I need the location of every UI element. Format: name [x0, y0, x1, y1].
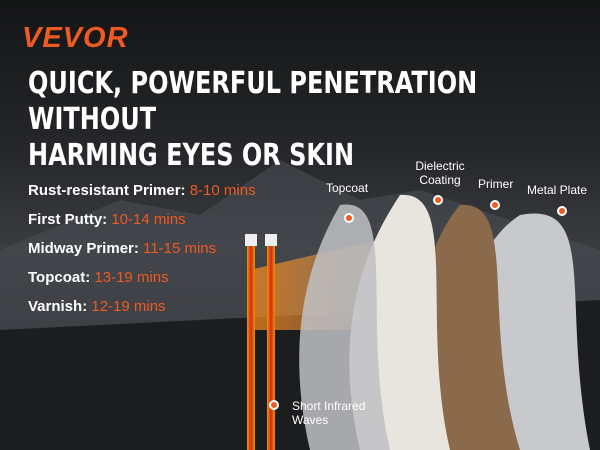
spec-item: Topcoat: 13-19 mins [28, 269, 256, 298]
label-metal-plate: Metal Plate [527, 183, 588, 197]
heater-tube-right-cap [265, 234, 277, 246]
spec-label: First Putty: [28, 211, 108, 228]
marker-primer [490, 200, 500, 210]
spec-label: Varnish: [28, 298, 88, 315]
label-primer: Primer [478, 177, 514, 191]
headline: QUICK, POWERFUL PENETRATION WITHOUT HARM… [28, 66, 600, 174]
spec-item: First Putty: 10-14 mins [28, 211, 256, 240]
spec-label: Rust-resistant Primer: [28, 182, 186, 199]
spec-value: 12-19 mins [91, 298, 166, 315]
spec-value: 11-15 mins [143, 240, 217, 257]
drying-times-list: Rust-resistant Primer: 8-10 mins First P… [28, 182, 256, 327]
label-dielectric: Dielectric Coating [415, 159, 465, 187]
spec-item: Midway Primer: 11-15 mins [28, 240, 256, 269]
vevor-logo: VEVOR [22, 22, 129, 54]
marker-waves [269, 400, 279, 410]
heater-tube-right [267, 240, 275, 450]
marker-metal [557, 206, 567, 216]
layer-primer [417, 204, 520, 450]
spec-item: Rust-resistant Primer: 8-10 mins [28, 182, 256, 211]
spec-label: Topcoat: [28, 269, 91, 286]
spec-value: 13-19 mins [94, 269, 169, 286]
marker-dielectric [433, 195, 443, 205]
layer-topcoat [299, 204, 390, 450]
heater-tube-left-cap [245, 234, 257, 246]
label-infrared-waves: Short Infrared Waves [292, 399, 366, 427]
marker-topcoat [344, 213, 354, 223]
spec-value: 8-10 mins [189, 182, 256, 199]
spec-item: Varnish: 12-19 mins [28, 298, 256, 327]
headline-line-2: HARMING EYES OR SKIN [28, 138, 355, 173]
spec-value: 10-14 mins [111, 211, 186, 228]
heater-tube-left [247, 240, 255, 450]
spec-label: Midway Primer: [28, 240, 139, 257]
headline-line-1: QUICK, POWERFUL PENETRATION WITHOUT [28, 66, 478, 137]
label-topcoat: Topcoat [326, 181, 369, 195]
